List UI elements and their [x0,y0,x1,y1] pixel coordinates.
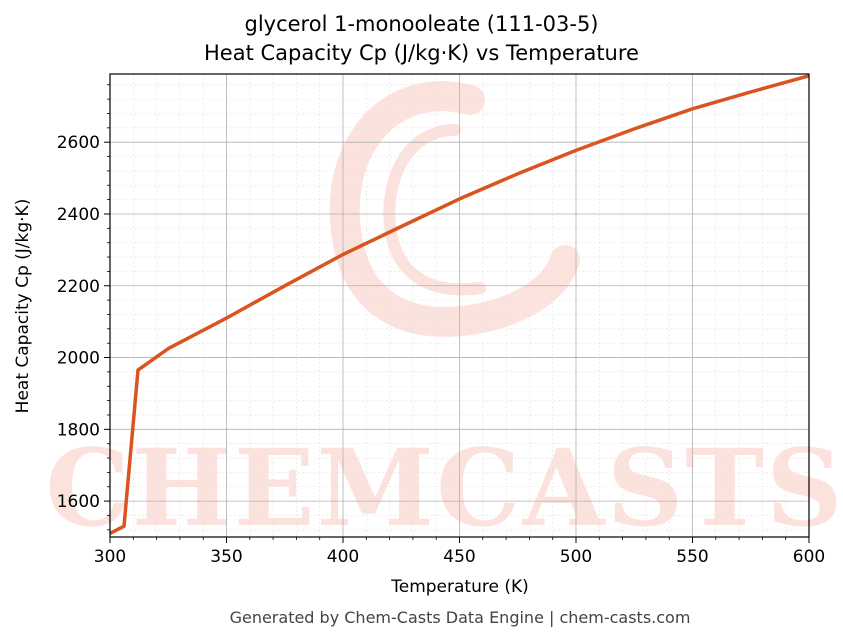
chart-title-line1: glycerol 1-monooleate (111-03-5) [244,12,599,36]
y-tick-label: 2200 [57,277,100,297]
x-tick-label: 550 [676,547,708,567]
chemcasts-watermark: CHEMCASTS [45,81,843,550]
x-tick-label: 350 [210,547,242,567]
x-tick-label: 300 [94,547,126,567]
watermark-swirl-inner [383,124,486,296]
y-tick-label: 2000 [57,349,100,369]
y-tick-label: 1800 [57,420,100,440]
x-axis-label: Temperature (K) [391,577,529,597]
x-tick-label: 400 [327,547,359,567]
y-tick-label: 2600 [57,133,100,153]
x-tick-label: 450 [443,547,475,567]
chart-title-line2: Heat Capacity Cp (J/kg·K) vs Temperature [204,41,639,65]
y-tick-label: 1600 [57,492,100,512]
axis-ticks: 300 350 400 450 500 550 600 1600 1800 2000 2200 240… [57,84,825,567]
y-tick-label: 2400 [57,205,100,225]
cp-series-line [109,74,810,535]
watermark-text: CHEMCASTS [45,425,843,550]
x-tick-label: 600 [793,547,825,567]
footer-credit: Generated by Chem-Casts Data Engine | ch… [229,608,691,627]
x-tick-label: 500 [560,547,592,567]
y-axis-label: Heat Capacity Cp (J/kg·K) [13,198,33,414]
watermark-swirl [329,81,580,337]
